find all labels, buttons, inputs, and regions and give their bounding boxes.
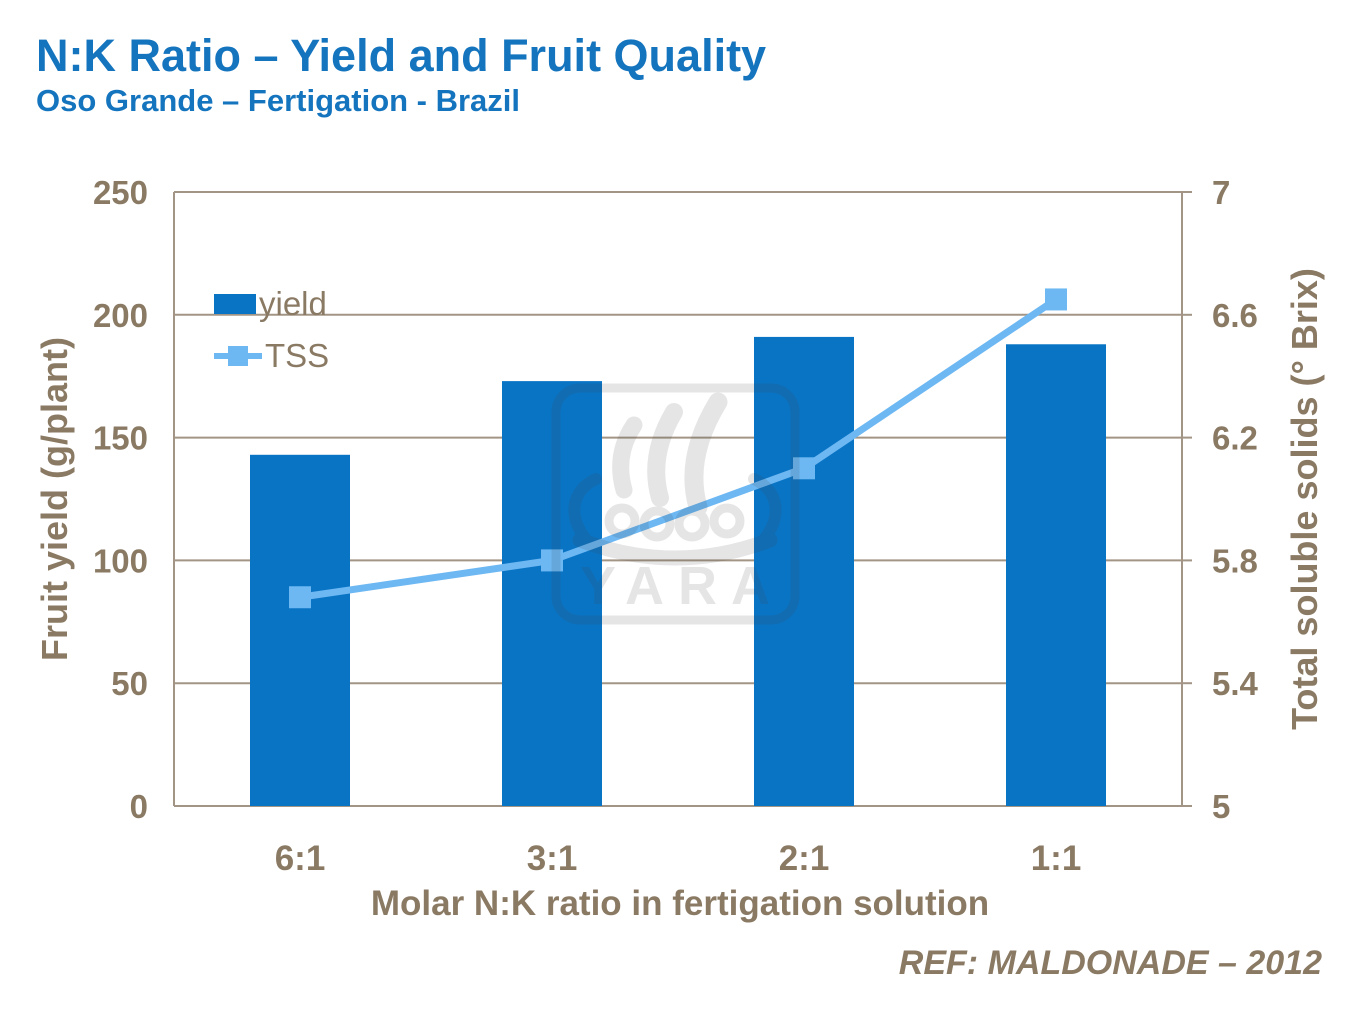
left-axis-tick-label: 200: [93, 297, 148, 334]
reference-text: REF: MALDONADE – 2012: [898, 944, 1322, 982]
yield-legend-swatch: [214, 294, 256, 314]
category-label: 6:1: [275, 839, 326, 878]
watermark-text: YARA: [580, 556, 784, 616]
legend-item-tss: TSS: [214, 330, 329, 382]
left-axis-tick-label: 0: [130, 788, 148, 825]
chart-legend: yield TSS: [214, 278, 329, 382]
watermark-shield: [604, 503, 640, 539]
left-axis-title: Fruit yield (g/plant): [34, 337, 75, 661]
left-axis-tick-label: 150: [93, 420, 148, 457]
legend-label-yield: yield: [259, 285, 327, 322]
yield-bar: [502, 381, 602, 806]
legend-label-tss: TSS: [265, 337, 330, 374]
tss-marker: [1045, 288, 1067, 311]
watermark-sail-3: [684, 392, 728, 517]
right-axis-tick-label: 7: [1212, 174, 1230, 211]
yield-bar: [250, 454, 350, 806]
x-axis-title: Molar N:K ratio in fertigation solution: [370, 884, 990, 923]
tss-line: [299, 296, 1058, 601]
left-axis-tick-label: 50: [111, 665, 148, 702]
yield-bar: [1006, 344, 1106, 806]
category-label: 3:1: [527, 839, 578, 878]
category-label: 1:1: [1031, 839, 1082, 878]
watermark-frame: [551, 383, 800, 625]
right-axis-tick-label: 6.2: [1212, 420, 1258, 457]
watermark-hull: [572, 532, 778, 566]
right-axis-tick-label: 5.4: [1212, 665, 1259, 702]
watermark-shield: [709, 503, 745, 539]
tss-marker: [793, 457, 815, 480]
tss-marker: [289, 586, 311, 609]
right-axis-tick-label: 5: [1212, 788, 1230, 825]
watermark-shield: [674, 506, 710, 542]
legend-item-yield: yield: [214, 278, 329, 330]
right-axis-title: Total soluble solids (° Brix): [1284, 268, 1325, 730]
category-label: 2:1: [779, 839, 830, 878]
right-axis-tick-label: 6.6: [1212, 297, 1258, 334]
page-subtitle: Oso Grande – Fertigation - Brazil: [36, 83, 521, 118]
left-axis-tick-label: 250: [93, 174, 148, 211]
tss-legend-marker: [228, 346, 248, 366]
tss-legend-swatch: [214, 346, 262, 366]
watermark-stern: [748, 473, 782, 548]
left-axis-tick-label: 100: [93, 542, 148, 579]
page-title: N:K Ratio – Yield and Fruit Quality: [36, 30, 767, 81]
tss-marker: [541, 549, 563, 572]
watermark-sail-1: [612, 416, 643, 499]
right-axis-tick-label: 5.8: [1212, 542, 1258, 579]
watermark-shield: [639, 506, 675, 542]
watermark-sail-2: [647, 403, 683, 507]
watermark-prow: [568, 473, 602, 548]
yield-bar: [754, 336, 854, 806]
